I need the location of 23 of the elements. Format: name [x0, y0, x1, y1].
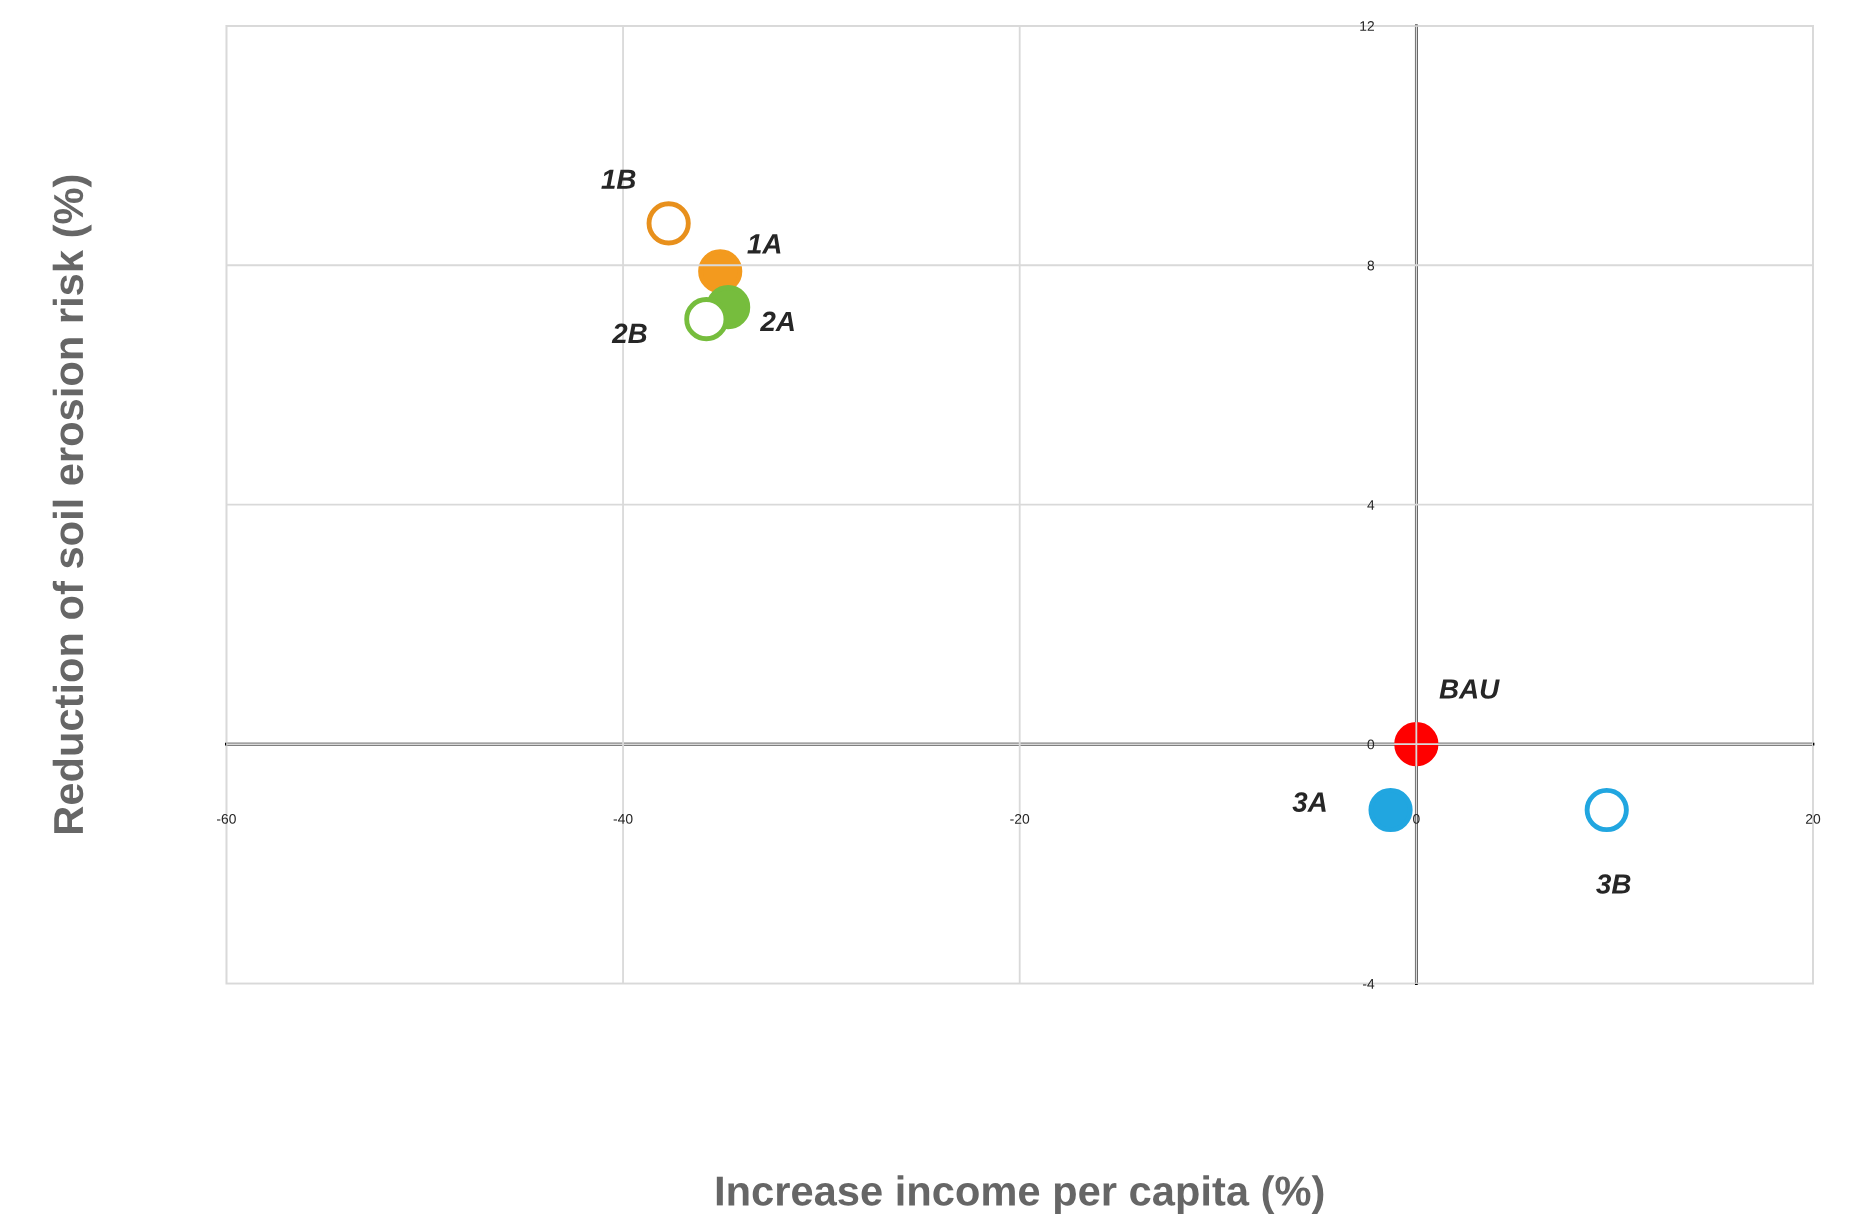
point [1368, 787, 1413, 833]
y-tick-label: -4 [1362, 979, 1375, 989]
point [1394, 722, 1439, 767]
series-label: 3B [1596, 874, 1631, 894]
series-label: 3A [1292, 792, 1326, 812]
point [1584, 787, 1629, 833]
series-label: 2A [759, 311, 794, 331]
point [646, 201, 691, 246]
point [684, 297, 729, 342]
x-axis-title: Increase income per capita (%) [716, 1175, 1324, 1215]
y-tick-label: 0 [1367, 739, 1375, 750]
y-tick-label: 4 [1367, 500, 1375, 510]
series-label: 1B [601, 169, 636, 189]
series-label: BAU [1439, 679, 1500, 699]
x-tick-label: -20 [1010, 813, 1030, 824]
series-label: 1A [747, 234, 781, 254]
x-tick-label: 20 [1805, 813, 1821, 824]
y-axis-title: Reduction of soil erosion risk (%) [52, 175, 92, 833]
x-tick-label: -60 [216, 813, 236, 824]
y-tick-label: 12 [1360, 21, 1374, 31]
series-label: 2B [611, 323, 647, 343]
x-tick-label: -40 [613, 813, 633, 824]
y-tick-label: 8 [1367, 260, 1375, 271]
